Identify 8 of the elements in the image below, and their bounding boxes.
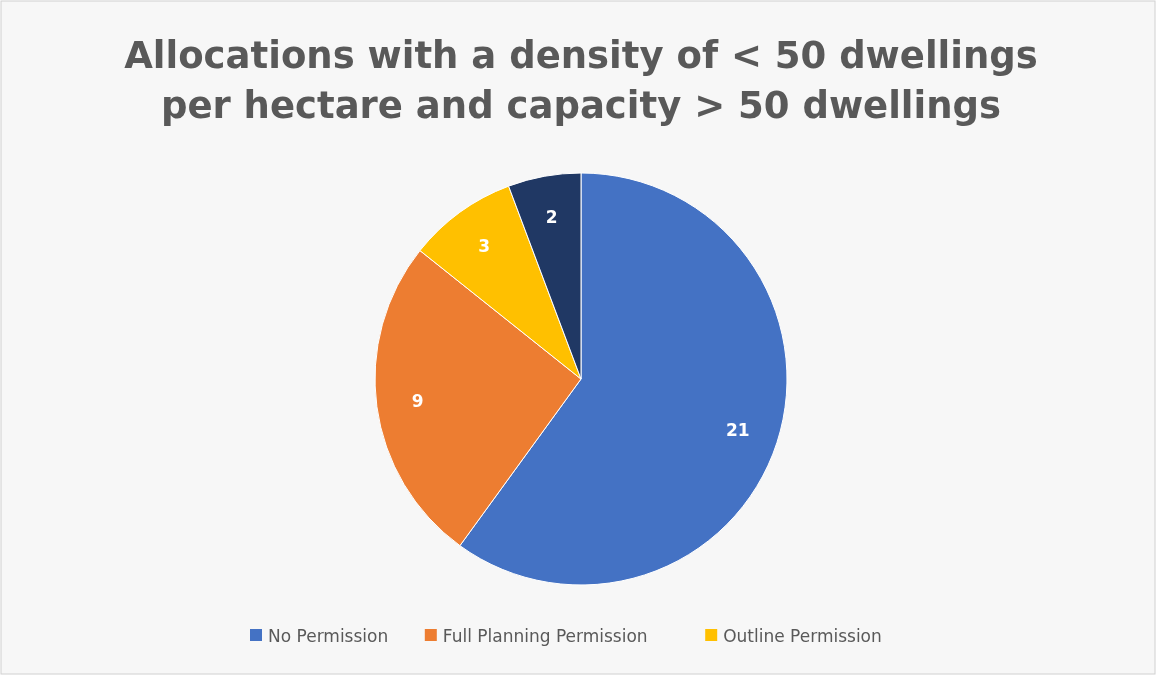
- data-label: 21: [725, 419, 750, 440]
- legend-label: Full Planning Permission: [442, 626, 648, 646]
- legend-label: Outline Permission: [723, 626, 882, 646]
- data-label: 2: [545, 206, 558, 227]
- legend-label: No Permission: [268, 626, 389, 646]
- data-label: 9: [411, 391, 424, 412]
- chart-title: Allocations with a density of < 50 dwellings per hectare and capacity > 50 dwellings: [124, 34, 1038, 127]
- data-label: 3: [478, 235, 491, 256]
